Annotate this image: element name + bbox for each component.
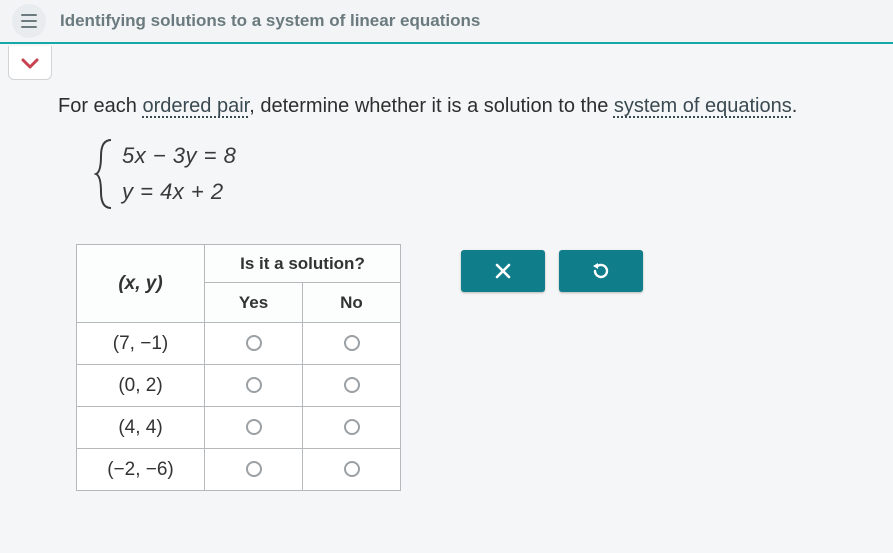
column-header-no: No	[303, 283, 401, 323]
column-header-question: Is it a solution?	[205, 245, 401, 283]
action-buttons	[461, 250, 643, 292]
page-title: Identifying solutions to a system of lin…	[60, 11, 480, 31]
question-content: For each ordered pair, determine whether…	[0, 44, 893, 491]
reset-button[interactable]	[559, 250, 643, 292]
radio-yes[interactable]	[246, 461, 262, 477]
pair-cell: (4, 4)	[77, 407, 205, 449]
radio-yes[interactable]	[246, 377, 262, 393]
prompt-middle: , determine whether it is a solution to …	[249, 95, 614, 117]
column-header-yes: Yes	[205, 283, 303, 323]
equation-1: 5x − 3y = 8	[122, 143, 236, 169]
table-row: (4, 4)	[77, 407, 401, 449]
pair-cell: (7, −1)	[77, 323, 205, 365]
prompt-prefix: For each	[58, 95, 142, 117]
menu-icon[interactable]	[12, 4, 46, 38]
pair-cell: (0, 2)	[77, 365, 205, 407]
left-brace-icon	[94, 138, 116, 210]
radio-no[interactable]	[344, 461, 360, 477]
table-row: (−2, −6)	[77, 449, 401, 491]
expand-tab[interactable]	[8, 46, 52, 80]
equation-system: 5x − 3y = 8 y = 4x + 2	[94, 138, 865, 210]
close-icon	[494, 262, 512, 280]
radio-no[interactable]	[344, 335, 360, 351]
page-header: Identifying solutions to a system of lin…	[0, 0, 893, 44]
link-system-of-equations[interactable]: system of equations	[614, 95, 792, 117]
close-button[interactable]	[461, 250, 545, 292]
radio-no[interactable]	[344, 419, 360, 435]
radio-yes[interactable]	[246, 335, 262, 351]
pair-cell: (−2, −6)	[77, 449, 205, 491]
column-header-xy: (x, y)	[77, 245, 205, 323]
radio-yes[interactable]	[246, 419, 262, 435]
table-row: (7, −1)	[77, 323, 401, 365]
prompt-suffix: .	[792, 95, 798, 117]
chevron-down-icon	[20, 56, 40, 70]
table-row: (0, 2)	[77, 365, 401, 407]
link-ordered-pair[interactable]: ordered pair	[142, 95, 249, 117]
solution-table: (x, y) Is it a solution? Yes No (7, −1) …	[76, 244, 401, 491]
reset-icon	[591, 261, 611, 281]
prompt-text: For each ordered pair, determine whether…	[58, 92, 865, 120]
equation-2: y = 4x + 2	[122, 179, 236, 205]
radio-no[interactable]	[344, 377, 360, 393]
